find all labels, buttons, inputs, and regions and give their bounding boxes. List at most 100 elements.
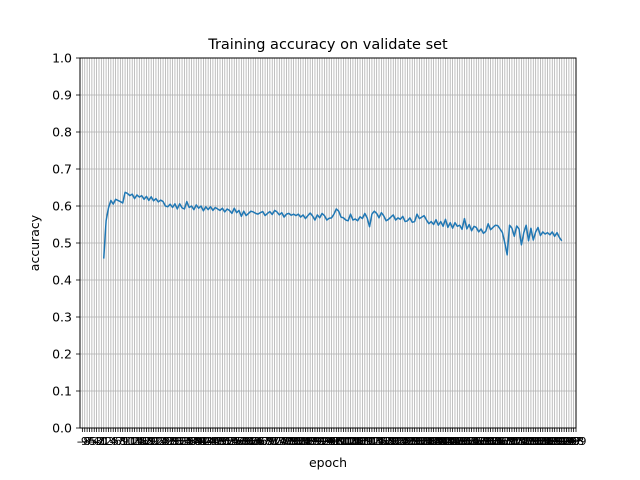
- x-tick-label: 167: [490, 435, 511, 448]
- x-tick-label: 107: [347, 435, 368, 448]
- x-tick-label: 183: [528, 435, 549, 448]
- x-tick-label: 11: [123, 435, 137, 448]
- x-tick-label: 180: [520, 435, 541, 448]
- y-tick-label: 0.4: [52, 273, 72, 288]
- x-tick-label: -7: [82, 435, 93, 448]
- x-tick-label: 6: [114, 435, 121, 448]
- x-tick-label: 27: [161, 435, 175, 448]
- x-tick-label: 148: [444, 435, 465, 448]
- y-tick-label: 0.9: [52, 88, 72, 103]
- x-tick-label: 69: [260, 435, 274, 448]
- x-tick-label: -1: [96, 435, 107, 448]
- x-tick-label: 138: [421, 435, 442, 448]
- x-tick-label: -4: [89, 435, 100, 448]
- x-tick-label: 154: [459, 435, 480, 448]
- x-tick-label: 65: [251, 435, 265, 448]
- x-tick-label: 64: [249, 435, 263, 448]
- x-tick-label: -2: [94, 435, 105, 448]
- x-tick-label: 1: [103, 435, 110, 448]
- x-tick-label: 47: [208, 435, 222, 448]
- x-tick-label: 101: [333, 435, 354, 448]
- x-tick-label: 171: [499, 435, 520, 448]
- x-tick-label: 119: [376, 435, 397, 448]
- x-tick-label: 68: [258, 435, 272, 448]
- x-tick-label: 8: [119, 435, 126, 448]
- x-tick-label: 22: [149, 435, 163, 448]
- x-tick-label: 88: [306, 435, 320, 448]
- chart-title: Training accuracy on validate set: [207, 37, 448, 53]
- x-tick-label: 111: [357, 435, 378, 448]
- x-tick-label: 19: [142, 435, 156, 448]
- x-tick-label: 70: [263, 435, 277, 448]
- x-tick-label: 74: [272, 435, 286, 448]
- x-tick-label: 40: [192, 435, 206, 448]
- x-tick-label: 109: [352, 435, 373, 448]
- x-tick-label: -3: [91, 435, 102, 448]
- x-tick-label: 52: [220, 435, 234, 448]
- x-tick-label: 185: [532, 435, 553, 448]
- x-tick-label: 85: [298, 435, 312, 448]
- x-tick-label: 168: [492, 435, 513, 448]
- x-tick-label: 161: [475, 435, 496, 448]
- x-tick-label: 0: [100, 435, 107, 448]
- x-tick-label: 94: [320, 435, 334, 448]
- x-tick-label: -6: [84, 435, 95, 448]
- x-tick-label: 181: [523, 435, 544, 448]
- x-tick-label: 192: [549, 435, 570, 448]
- x-tick-label: 35: [180, 435, 194, 448]
- x-tick-label: 37: [185, 435, 199, 448]
- x-tick-label: 136: [416, 435, 437, 448]
- x-tick-label: 14: [130, 435, 144, 448]
- series-layer: [102, 191, 563, 259]
- x-tick-label: 55: [227, 435, 241, 448]
- x-tick-label: 60: [239, 435, 253, 448]
- x-tick-label: 102: [335, 435, 356, 448]
- x-tick-label: 169: [494, 435, 515, 448]
- x-tick-label: 39: [189, 435, 203, 448]
- x-tick-label: 77: [279, 435, 293, 448]
- x-tick-label: 195: [556, 435, 577, 448]
- x-tick-label: 151: [452, 435, 473, 448]
- y-tick-label: 0.6: [52, 199, 72, 214]
- x-tick-label: 160: [473, 435, 494, 448]
- x-tick-label: 87: [303, 435, 317, 448]
- x-tick-label: 189: [542, 435, 563, 448]
- x-tick-label: 93: [317, 435, 331, 448]
- x-tick-label: 166: [487, 435, 508, 448]
- x-tick-label: 44: [201, 435, 215, 448]
- x-tick-label: 51: [218, 435, 232, 448]
- x-tick-label: 36: [182, 435, 196, 448]
- x-tick-label: 67: [256, 435, 270, 448]
- x-tick-label: 84: [296, 435, 310, 448]
- x-tick-label: 56: [230, 435, 244, 448]
- x-tick-label: 140: [425, 435, 446, 448]
- x-tick-label: 79: [284, 435, 298, 448]
- x-tick-label: 13: [128, 435, 142, 448]
- x-tick-label: 53: [223, 435, 237, 448]
- x-tick-label: 130: [402, 435, 423, 448]
- x-tick-label: 62: [244, 435, 258, 448]
- x-tick-label: 121: [380, 435, 401, 448]
- x-tick-label: 133: [409, 435, 430, 448]
- x-tick-label: 187: [537, 435, 558, 448]
- x-tick-label: 66: [253, 435, 267, 448]
- x-tick-label: 170: [497, 435, 518, 448]
- x-tick-label: 158: [468, 435, 489, 448]
- x-tick-label: 178: [516, 435, 537, 448]
- x-tick-label: 63: [246, 435, 260, 448]
- x-tick-label: 76: [277, 435, 291, 448]
- x-tick-label: 100: [331, 435, 352, 448]
- x-tick-label: 33: [175, 435, 189, 448]
- x-tick-label: 83: [294, 435, 308, 448]
- x-tick-label: 118: [373, 435, 394, 448]
- x-tick-label: -5: [86, 435, 97, 448]
- y-tick-label: 0.5: [52, 236, 72, 251]
- x-tick-label: 173: [504, 435, 525, 448]
- x-tick-label: 28: [163, 435, 177, 448]
- x-tick-label: 115: [366, 435, 387, 448]
- series-line: [102, 191, 563, 259]
- x-tick-label: 127: [395, 435, 416, 448]
- x-tick-label: 134: [411, 435, 432, 448]
- x-tick-label: 90: [310, 435, 324, 448]
- x-tick-label: 110: [354, 435, 375, 448]
